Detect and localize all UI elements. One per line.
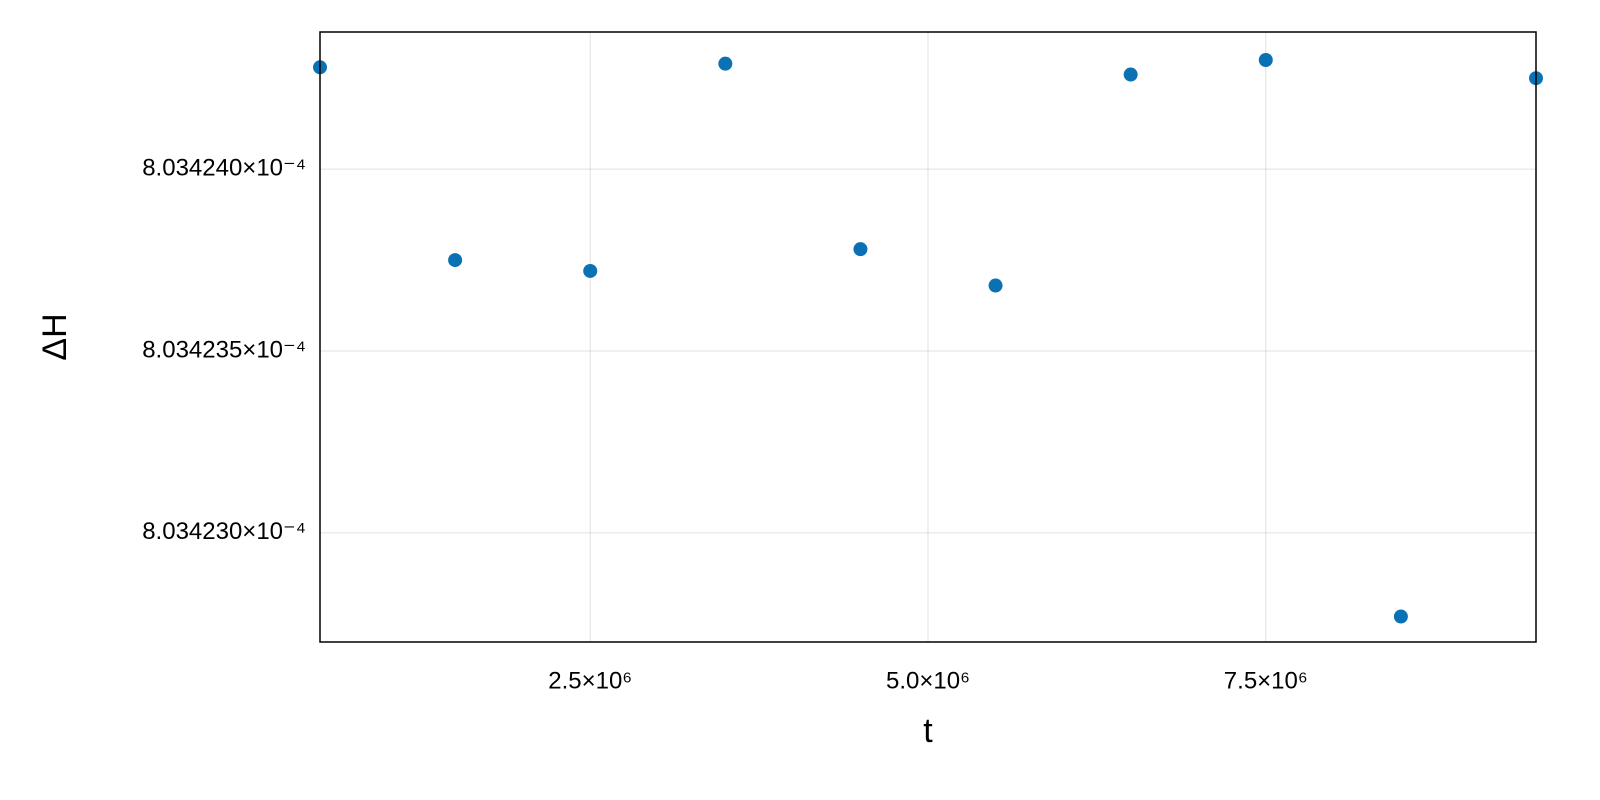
point bbox=[718, 56, 733, 71]
plot-frame bbox=[319, 31, 1537, 643]
point bbox=[1123, 67, 1138, 82]
point bbox=[988, 278, 1003, 293]
y-tick-label: 8.034235×10⁻⁴ bbox=[142, 336, 306, 363]
point bbox=[1258, 53, 1273, 68]
y-tick-label: 8.034240×10⁻⁴ bbox=[142, 154, 306, 181]
point bbox=[1393, 609, 1408, 624]
x-axis-label: t bbox=[923, 712, 933, 750]
y-axis-label: ΔH bbox=[36, 313, 74, 360]
point bbox=[583, 263, 598, 278]
x-tick-label: 2.5×10⁶ bbox=[548, 667, 632, 694]
point bbox=[853, 242, 868, 257]
x-tick-label: 7.5×10⁶ bbox=[1224, 667, 1308, 694]
point bbox=[448, 253, 463, 268]
x-tick-label: 5.0×10⁶ bbox=[886, 667, 970, 694]
points bbox=[313, 53, 1543, 624]
grid bbox=[320, 32, 1536, 642]
y-tick-label: 8.034230×10⁻⁴ bbox=[142, 518, 306, 545]
